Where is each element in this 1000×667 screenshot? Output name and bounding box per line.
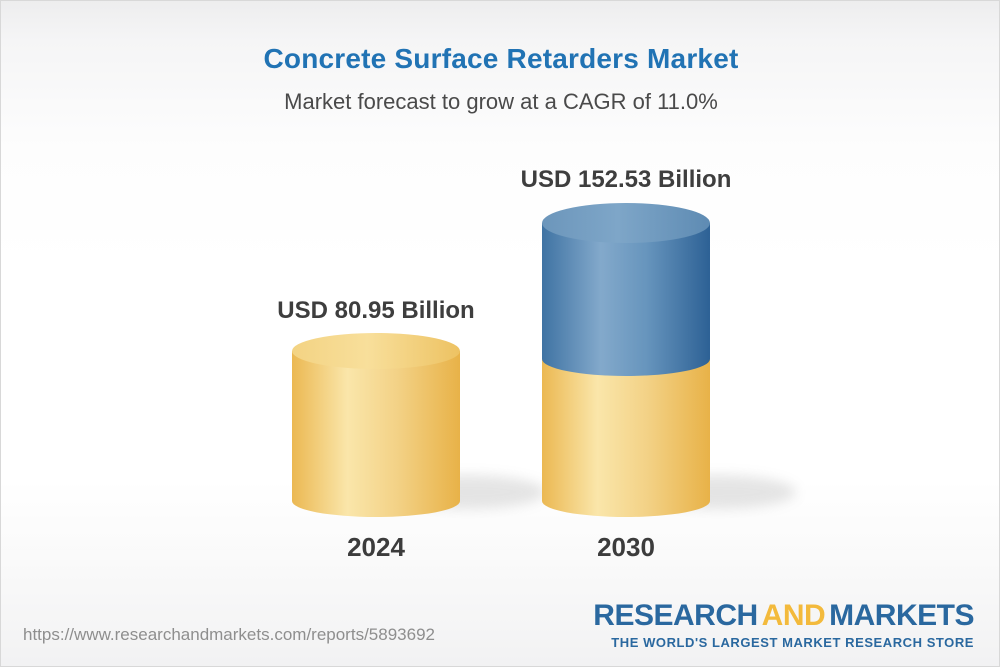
page-title: Concrete Surface Retarders Market: [263, 43, 739, 74]
value-label-2024: USD 80.95 Billion: [277, 297, 475, 324]
report-url: https://www.researchandmarkets.com/repor…: [23, 625, 435, 644]
cylinder-2030-blue-segment: [542, 223, 710, 376]
chart-subtitle: Market forecast to grow at a CAGR of 11.…: [284, 89, 718, 114]
logo-word-and: AND: [761, 599, 826, 632]
logo-word-research: RESEARCH: [593, 599, 758, 632]
research-and-markets-logo: RESEARCH AND MARKETS THE WORLD'S LARGEST M…: [593, 600, 974, 650]
logo-wordmark: RESEARCH AND MARKETS: [593, 600, 974, 632]
logo-tagline: THE WORLD'S LARGEST MARKET RESEARCH STOR…: [611, 634, 974, 650]
logo-word-markets: MARKETS: [829, 599, 974, 632]
x-axis-label-2030: 2030: [597, 532, 655, 562]
cylinder-2030: [542, 203, 710, 517]
cylinder-2030-yellow-segment: [542, 359, 710, 517]
value-label-2030: USD 152.53 Billion: [520, 166, 732, 193]
x-axis-label-2024: 2024: [347, 532, 405, 562]
cylinder-2024: [292, 333, 460, 517]
